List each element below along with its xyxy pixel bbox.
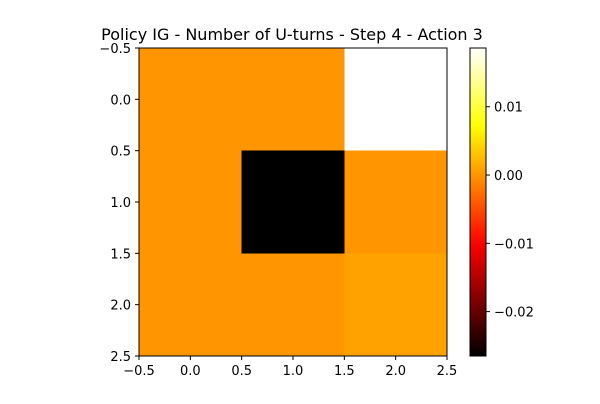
y-tick-label: −0.5 (99, 42, 131, 57)
heatmap-cell-r1-c2 (344, 150, 447, 254)
colorbar-axis: −0.02 −0.01 0.00 0.01 (486, 101, 534, 321)
heatmap-cell-r2-c0 (139, 253, 242, 356)
x-axis: −0.5 0.0 0.5 1.0 1.5 2.0 2.5 (123, 356, 457, 379)
colorbar (470, 48, 486, 356)
heatmap-cell-r0-c1 (241, 48, 345, 151)
heatmap-cell-r2-c2 (344, 253, 447, 356)
y-tick-label: 0.0 (110, 93, 131, 108)
heatmap-cell-r0-c2 (344, 48, 447, 151)
x-tick-label: 2.0 (385, 364, 406, 379)
x-tick-label: 1.0 (283, 364, 304, 379)
y-tick-label: 2.5 (110, 350, 131, 365)
y-axis: −0.5 0.0 0.5 1.0 1.5 2.0 2.5 (99, 42, 139, 365)
x-tick-label: 2.5 (437, 364, 458, 379)
colorbar-tick-label: 0.01 (494, 101, 523, 116)
chart-title: Policy IG - Number of U-turns - Step 4 -… (101, 25, 483, 44)
x-tick-label: −0.5 (123, 364, 155, 379)
colorbar-tick-label: −0.01 (494, 237, 534, 252)
heatmap-cells (139, 48, 447, 356)
y-tick-label: 1.5 (110, 247, 131, 262)
colorbar-frame (469, 47, 487, 357)
heatmap-cell-r0-c0 (139, 48, 242, 151)
x-tick-label: 1.5 (334, 364, 355, 379)
y-tick-label: 2.0 (110, 299, 131, 314)
x-tick-label: 0.0 (180, 364, 201, 379)
x-tick-label: 0.5 (231, 364, 252, 379)
colorbar-tick-label: 0.00 (494, 169, 523, 184)
colorbar-tick-label: −0.02 (494, 306, 534, 321)
heatmap-cell-r1-c0 (139, 150, 242, 254)
y-tick-label: 1.0 (110, 196, 131, 211)
heatmap-cell-r2-c1 (241, 253, 345, 356)
heatmap-cell-r1-c1 (241, 150, 345, 254)
y-tick-label: 0.5 (110, 145, 131, 160)
